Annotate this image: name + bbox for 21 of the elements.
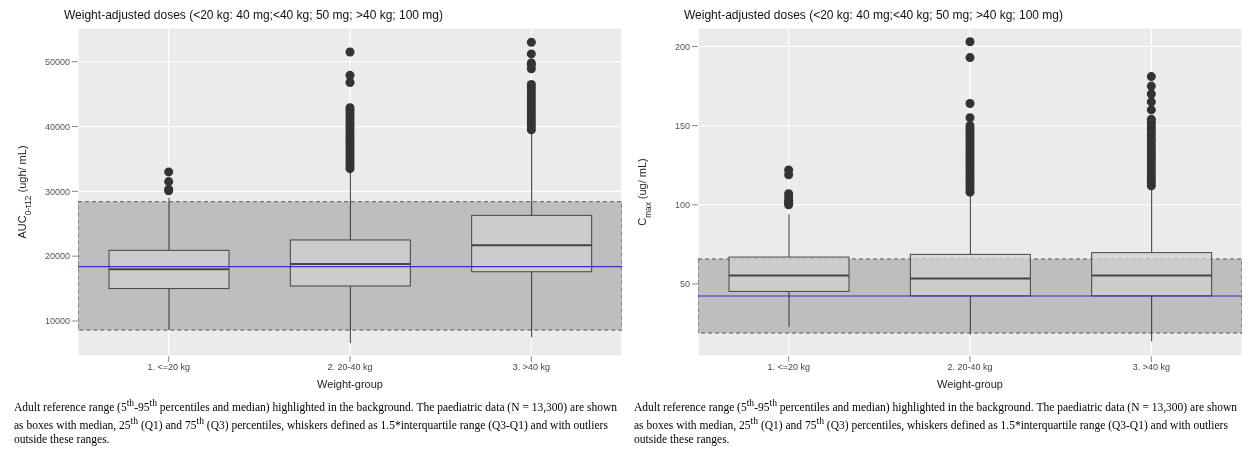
text: Adult reference range (5$^{th}$-95$^{th}$ percentiles and median) highlighted in the background. The paediatric data (N = 13,300) are shown as boxes with median, 25$^{th}$ (Q1) and 75$^{th}$ (Q3) percentiles, whiskers defined as 1.5*interquartile range (Q3-Q1) and with outliers outside these ranges. (14, 397, 618, 445)
y-tick-label: 20000 (44, 251, 70, 262)
y-tick-label: 150 (674, 120, 690, 131)
x-tick-label: 3. >40 kg (512, 362, 550, 373)
y-tick-label: 200 (674, 41, 690, 52)
x-tick-label: 1. <=20 kg (767, 362, 810, 373)
x-tick-label: 2. 20-40 kg (327, 362, 373, 373)
x-axis-title: Weight-group (317, 378, 383, 390)
y-tick-label: 50000 (44, 56, 70, 67)
y-tick-label: 100 (674, 200, 690, 211)
y-tick-label: 40000 (44, 121, 70, 132)
x-tick-label: 3. >40 kg (1132, 362, 1170, 373)
x-tick-label: 1. <=20 kg (147, 362, 190, 373)
x-tick-label: 2. 20-40 kg (947, 362, 993, 373)
chart-title: Weight-adjusted doses (<20 kg: 40 mg;<40 kg; 50 mg; >40 kg; 100 mg) (63, 8, 444, 24)
y-tick-label: 50 (679, 279, 690, 290)
text: Adult reference range (5$^{th}$-95$^{th}$ percentiles and median) highlighted in the background. The paediatric data (N = 13,300) are shown as boxes with median, 25$^{th}$ (Q1) and 75$^{th}$ (Q3) percentiles, whiskers defined as 1.5*interquartile range (Q3-Q1) and with outliers outside these ranges. (634, 397, 1238, 445)
y-tick-label: 10000 (44, 316, 70, 327)
chart-title: Weight-adjusted doses (<20 kg: 40 mg;<40 kg; 50 mg; >40 kg; 100 mg) (683, 8, 1064, 24)
y-tick-label: 30000 (44, 186, 70, 197)
x-axis-title: Weight-group (937, 378, 1003, 390)
